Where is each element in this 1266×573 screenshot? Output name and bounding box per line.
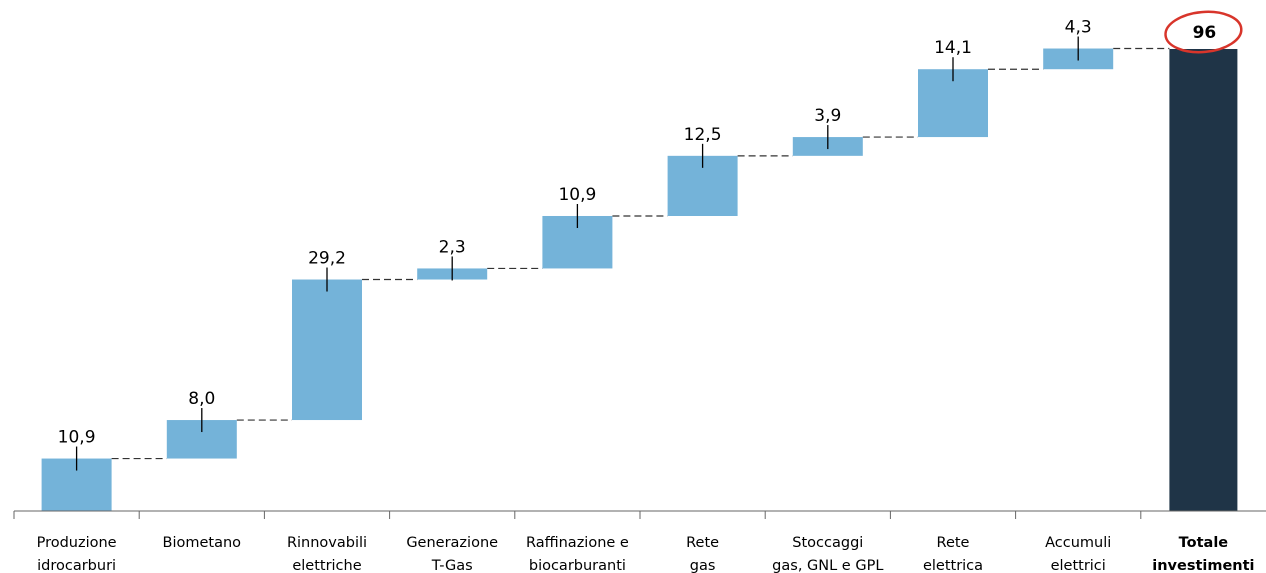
category-label-line: Raffinazione e [526, 535, 629, 551]
category-label-line: Rete [686, 535, 719, 551]
increment-bar [292, 279, 362, 421]
category-label: Rete gas [686, 535, 719, 573]
value-label: 14,1 [934, 38, 972, 58]
category-label: Biometano [163, 535, 242, 551]
category-label: Accumuli elettrici [1045, 535, 1111, 573]
value-label: 8,0 [188, 389, 215, 409]
value-label: 29,2 [308, 249, 346, 269]
category-label-line: Stoccaggi [792, 535, 863, 551]
value-tick-layer [75, 36, 1079, 471]
value-label: 2,3 [439, 237, 466, 257]
value-label: 4,3 [1065, 18, 1092, 38]
value-label: 10,9 [558, 185, 596, 205]
total-value-label: 96 [1193, 23, 1217, 43]
bar-layer [41, 48, 1238, 511]
category-label-line: Generazione [406, 535, 498, 551]
category-label: Generazione T-Gas [406, 535, 498, 573]
value-label: 12,5 [684, 125, 722, 145]
category-label-line: T-Gas [431, 558, 473, 573]
category-label-line: Biometano [163, 535, 242, 551]
category-label-line: investimenti [1152, 558, 1254, 573]
connector-layer [111, 47, 1170, 460]
category-label-line: gas [690, 558, 716, 573]
category-label-line: elettrica [923, 558, 983, 573]
category-label-total: Totale investimenti [1152, 535, 1254, 573]
category-label-line: gas, GNL e GPL [772, 558, 883, 573]
value-label-layer: 10,9 8,0 29,2 2,3 10,9 12,5 3,9 14,1 4,3 96 [58, 10, 1243, 448]
category-label-line: biocarburanti [529, 558, 626, 573]
x-axis-tick-layer [13, 511, 1142, 519]
category-label-line: Produzione [37, 535, 117, 551]
category-label: Rete elettrica [923, 535, 983, 573]
category-label-line: elettriche [292, 558, 361, 573]
category-label-line: Rinnovabili [287, 535, 367, 551]
category-label-line: Totale [1179, 535, 1229, 551]
category-label: Raffinazione e biocarburanti [526, 535, 629, 573]
total-bar [1169, 49, 1238, 511]
category-label-line: Accumuli [1045, 535, 1111, 551]
category-label: Produzione idrocarburi [37, 535, 117, 573]
value-label: 3,9 [814, 106, 841, 126]
category-label: Stoccaggi gas, GNL e GPL [772, 535, 883, 573]
total-highlight-ring [1164, 10, 1243, 54]
value-label: 10,9 [58, 428, 96, 448]
category-label-layer: Produzione idrocarburi Biometano Rinnovabil… [37, 535, 1255, 573]
category-label-line: Rete [937, 535, 970, 551]
category-label: Rinnovabili elettriche [287, 535, 367, 573]
category-label-line: idrocarburi [37, 558, 116, 573]
category-label-line: elettrici [1051, 558, 1106, 573]
